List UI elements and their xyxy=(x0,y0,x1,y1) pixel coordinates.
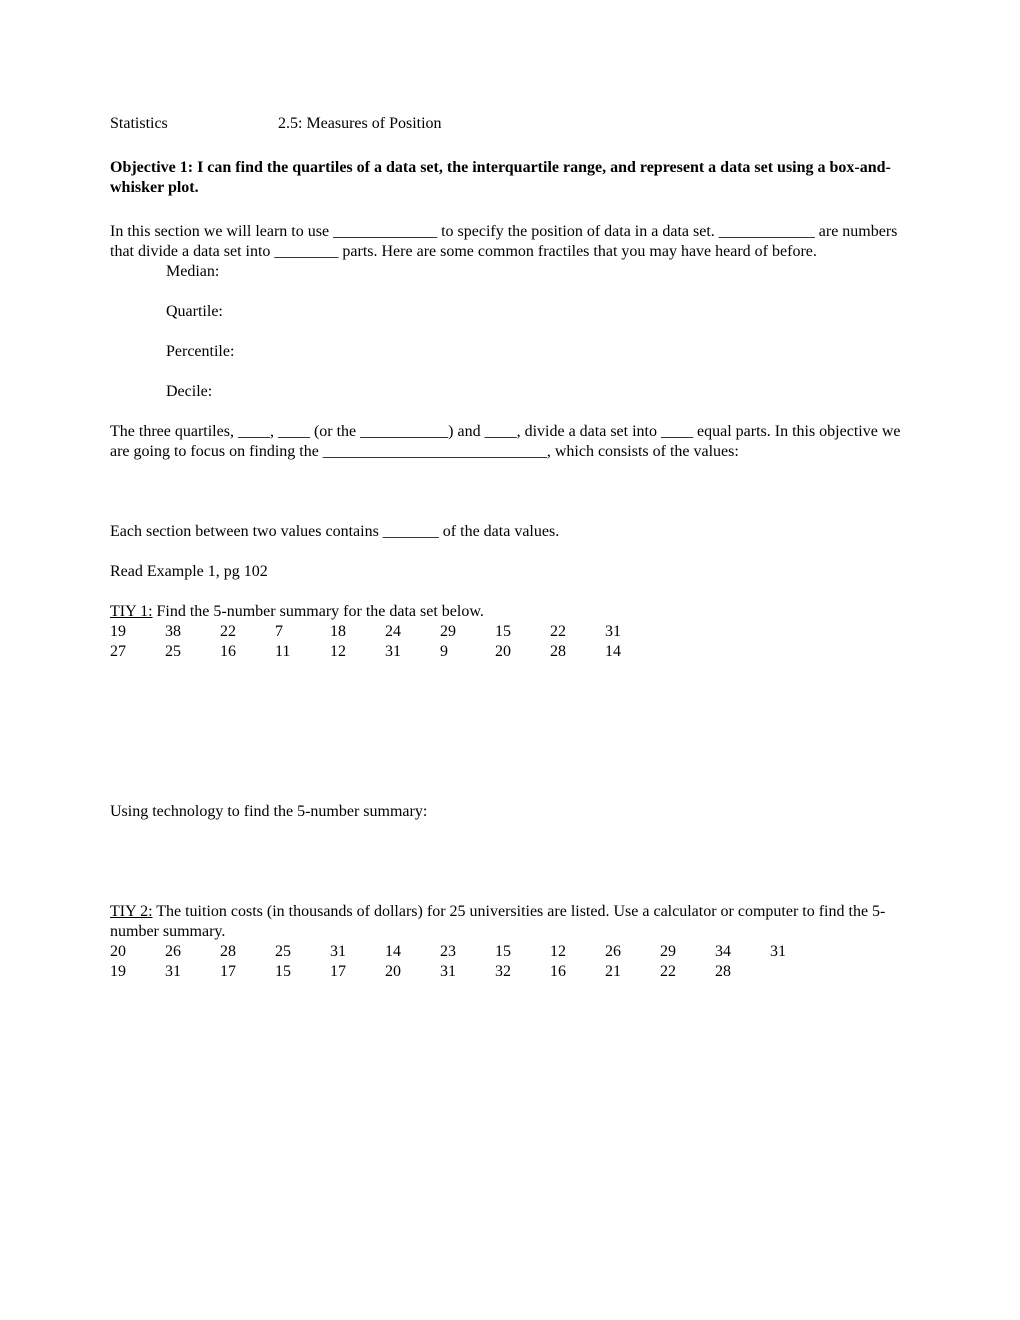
tiy-1-label: TIY 1: xyxy=(110,603,153,620)
data-cell xyxy=(770,962,825,982)
data-cell: 12 xyxy=(330,642,385,662)
intro-paragraph: In this section we will learn to use ___… xyxy=(110,222,910,262)
data-cell: 19 xyxy=(110,962,165,982)
data-cell: 20 xyxy=(385,962,440,982)
data-cell: 32 xyxy=(495,962,550,982)
data-cell: 11 xyxy=(275,642,330,662)
table-row: 20 26 28 25 31 14 23 15 12 26 29 34 31 xyxy=(110,942,825,962)
tiy-1-data-table: 19 38 22 7 18 24 29 15 22 31 27 25 16 11… xyxy=(110,622,660,662)
data-cell: 15 xyxy=(495,622,550,642)
data-cell: 14 xyxy=(385,942,440,962)
data-cell: 15 xyxy=(275,962,330,982)
tiy-1-prompt: Find the 5-number summary for the data s… xyxy=(153,603,484,620)
data-cell: 25 xyxy=(165,642,220,662)
data-cell: 26 xyxy=(165,942,220,962)
data-cell: 31 xyxy=(330,942,385,962)
data-cell: 27 xyxy=(110,642,165,662)
data-cell: 31 xyxy=(770,942,825,962)
read-example-text: Read Example 1, pg 102 xyxy=(110,562,910,582)
data-cell: 12 xyxy=(550,942,605,962)
data-cell: 20 xyxy=(110,942,165,962)
fractile-percentile: Percentile: xyxy=(110,342,910,362)
data-cell: 17 xyxy=(220,962,275,982)
data-cell: 31 xyxy=(605,622,660,642)
data-cell: 38 xyxy=(165,622,220,642)
data-cell: 7 xyxy=(275,622,330,642)
data-cell: 20 xyxy=(495,642,550,662)
fractile-decile: Decile: xyxy=(110,382,910,402)
quartiles-paragraph: The three quartiles, ____, ____ (or the … xyxy=(110,422,910,462)
data-cell: 28 xyxy=(550,642,605,662)
course-name: Statistics xyxy=(110,114,278,134)
data-cell: 9 xyxy=(440,642,495,662)
data-cell: 25 xyxy=(275,942,330,962)
data-cell: 22 xyxy=(660,962,715,982)
data-cell: 23 xyxy=(440,942,495,962)
tiy-2: TIY 2: The tuition costs (in thousands o… xyxy=(110,902,910,982)
objective-1-title: Objective 1: I can find the quartiles of… xyxy=(110,158,910,198)
data-cell: 21 xyxy=(605,962,660,982)
data-cell: 31 xyxy=(165,962,220,982)
data-cell: 28 xyxy=(715,962,770,982)
fractile-quartile: Quartile: xyxy=(110,302,910,322)
data-cell: 29 xyxy=(440,622,495,642)
data-cell: 14 xyxy=(605,642,660,662)
data-cell: 26 xyxy=(605,942,660,962)
data-cell: 16 xyxy=(220,642,275,662)
data-cell: 28 xyxy=(220,942,275,962)
data-cell: 24 xyxy=(385,622,440,642)
table-row: 19 38 22 7 18 24 29 15 22 31 xyxy=(110,622,660,642)
data-cell: 31 xyxy=(385,642,440,662)
data-cell: 18 xyxy=(330,622,385,642)
tiy-2-data-table: 20 26 28 25 31 14 23 15 12 26 29 34 31 1… xyxy=(110,942,825,982)
data-cell: 19 xyxy=(110,622,165,642)
data-cell: 34 xyxy=(715,942,770,962)
tiy-2-label: TIY 2: xyxy=(110,903,153,920)
data-cell: 15 xyxy=(495,942,550,962)
data-cell: 17 xyxy=(330,962,385,982)
section-between-text: Each section between two values contains… xyxy=(110,522,910,542)
technology-text: Using technology to find the 5-number su… xyxy=(110,802,910,822)
data-cell: 31 xyxy=(440,962,495,982)
data-cell: 22 xyxy=(220,622,275,642)
table-row: 19 31 17 15 17 20 31 32 16 21 22 28 xyxy=(110,962,825,982)
tiy-2-prompt: The tuition costs (in thousands of dolla… xyxy=(110,903,885,940)
table-row: 27 25 16 11 12 31 9 20 28 14 xyxy=(110,642,660,662)
section-title: 2.5: Measures of Position xyxy=(278,114,442,134)
data-cell: 22 xyxy=(550,622,605,642)
fractile-median: Median: xyxy=(110,262,910,282)
page-header: Statistics 2.5: Measures of Position xyxy=(110,114,910,134)
data-cell: 16 xyxy=(550,962,605,982)
document-page: Statistics 2.5: Measures of Position Obj… xyxy=(0,0,1020,982)
tiy-1: TIY 1: Find the 5-number summary for the… xyxy=(110,602,910,662)
data-cell: 29 xyxy=(660,942,715,962)
